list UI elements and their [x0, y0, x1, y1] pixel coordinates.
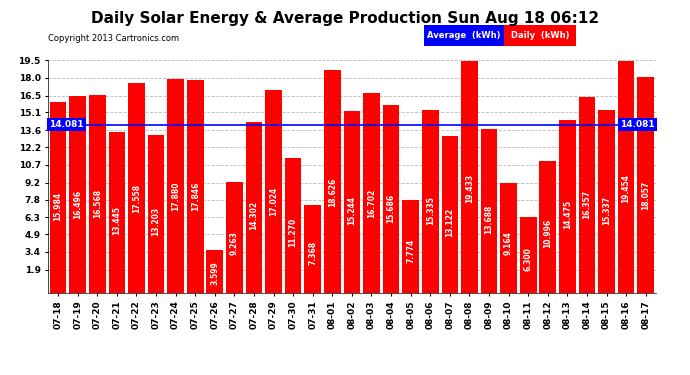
Bar	[108, 132, 125, 292]
Bar	[167, 80, 184, 292]
Bar	[187, 80, 204, 292]
Text: 15.244: 15.244	[347, 196, 357, 225]
Bar	[481, 129, 497, 292]
Text: 14.081: 14.081	[620, 120, 655, 129]
Bar	[128, 83, 145, 292]
Text: 14.475: 14.475	[563, 200, 572, 230]
Bar	[50, 102, 66, 292]
Text: 16.496: 16.496	[73, 189, 82, 219]
Text: 17.558: 17.558	[132, 184, 141, 213]
Bar	[324, 70, 341, 292]
Text: 14.302: 14.302	[250, 201, 259, 230]
Bar	[285, 158, 302, 292]
Text: 17.880: 17.880	[171, 182, 180, 212]
Bar	[246, 122, 262, 292]
Text: 7.774: 7.774	[406, 238, 415, 263]
Text: Copyright 2013 Cartronics.com: Copyright 2013 Cartronics.com	[48, 34, 179, 43]
Text: 15.335: 15.335	[426, 196, 435, 225]
Bar	[89, 95, 106, 292]
Text: 18.626: 18.626	[328, 178, 337, 207]
Bar	[304, 205, 321, 292]
Text: 19.454: 19.454	[622, 174, 631, 202]
Text: 13.688: 13.688	[484, 204, 493, 234]
Text: 17.846: 17.846	[190, 182, 199, 212]
Bar	[402, 200, 419, 292]
Bar	[206, 250, 223, 292]
Bar	[638, 77, 654, 292]
Bar	[559, 120, 575, 292]
Text: 6.300: 6.300	[524, 247, 533, 271]
Text: 16.702: 16.702	[367, 188, 376, 218]
Bar	[579, 98, 595, 292]
Text: 18.057: 18.057	[641, 181, 650, 210]
Bar	[226, 182, 243, 292]
Bar	[442, 136, 458, 292]
Text: Average  (kWh): Average (kWh)	[427, 31, 501, 40]
Text: 9.164: 9.164	[504, 231, 513, 255]
Text: Daily  (kWh): Daily (kWh)	[511, 31, 569, 40]
Text: 15.984: 15.984	[54, 192, 63, 221]
Bar	[265, 90, 282, 292]
Text: 19.433: 19.433	[465, 174, 474, 203]
Text: 13.122: 13.122	[445, 207, 454, 237]
Text: 15.337: 15.337	[602, 196, 611, 225]
Bar	[344, 111, 360, 292]
Bar	[383, 105, 400, 292]
Text: 9.263: 9.263	[230, 231, 239, 255]
Bar	[70, 96, 86, 292]
Bar	[500, 183, 517, 292]
Text: 7.368: 7.368	[308, 241, 317, 265]
Bar	[461, 61, 477, 292]
Bar	[598, 110, 615, 292]
Text: 15.686: 15.686	[386, 194, 395, 223]
Text: 3.599: 3.599	[210, 261, 219, 285]
Text: 16.568: 16.568	[92, 189, 101, 218]
Text: 13.445: 13.445	[112, 206, 121, 235]
Bar	[422, 110, 439, 292]
Bar	[363, 93, 380, 292]
Bar	[540, 161, 556, 292]
Bar	[520, 217, 537, 292]
Text: 10.996: 10.996	[543, 219, 552, 248]
Text: 11.270: 11.270	[288, 217, 297, 247]
Bar	[148, 135, 164, 292]
Text: 13.203: 13.203	[152, 207, 161, 236]
Bar	[618, 60, 634, 292]
Text: 16.357: 16.357	[582, 190, 591, 219]
Text: Daily Solar Energy & Average Production Sun Aug 18 06:12: Daily Solar Energy & Average Production …	[91, 11, 599, 26]
Text: 14.081: 14.081	[49, 120, 84, 129]
Text: 17.024: 17.024	[269, 186, 278, 216]
